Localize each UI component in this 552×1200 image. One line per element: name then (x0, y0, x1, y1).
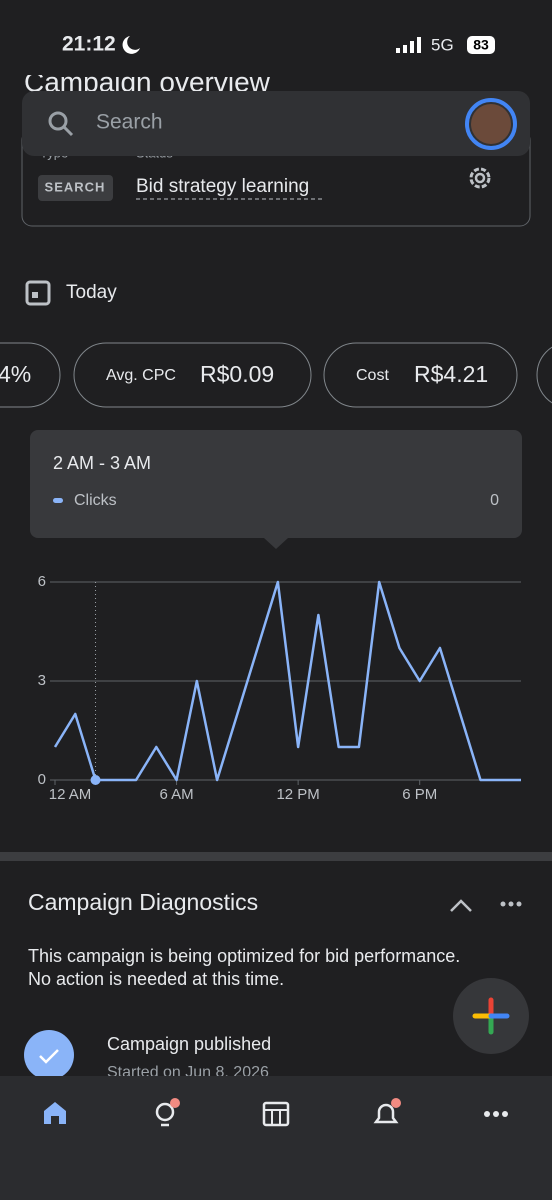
item-title: Campaign published (107, 1034, 271, 1054)
nav-home[interactable] (44, 1102, 66, 1124)
tooltip-title: 2 AM - 3 AM (53, 453, 151, 473)
diagnostics-title: Campaign Diagnostics (28, 889, 258, 915)
more-icon[interactable] (500, 901, 522, 907)
search-bar[interactable] (22, 91, 530, 156)
moon-icon (122, 36, 140, 54)
metric-chip[interactable] (73, 342, 312, 408)
calendar-icon[interactable] (25, 280, 51, 306)
battery (467, 36, 495, 54)
fab-plus (472, 997, 510, 1035)
nav-campaigns[interactable] (262, 1101, 290, 1127)
nav-alerts[interactable] (373, 1103, 399, 1124)
divider (0, 852, 552, 861)
diagnostics-message: No action is needed at this time. (28, 969, 284, 989)
nav-campaigns (264, 1109, 288, 1125)
legend-swatch (53, 498, 63, 503)
metric-chip[interactable] (323, 342, 518, 408)
metric-chip[interactable] (0, 342, 61, 408)
check-icon (39, 1049, 59, 1064)
type-chip (38, 175, 113, 201)
avatar[interactable] (465, 98, 517, 150)
tooltip-value: 0 (490, 492, 499, 509)
metric-value: 4% (0, 361, 31, 387)
metric-label: Avg. CPC (106, 367, 176, 384)
y-tick-label: 6 (38, 573, 46, 590)
y-tick-label: 0 (38, 771, 46, 788)
metric-value: R$0.09 (200, 361, 274, 387)
nav-more[interactable] (484, 1111, 508, 1117)
x-tick-label: 12 PM (276, 786, 319, 803)
selected-point (90, 775, 101, 785)
collapse-icon[interactable] (450, 899, 472, 912)
y-tick-label: 3 (38, 672, 46, 689)
calendar-icon (32, 292, 38, 298)
search-icon (62, 125, 74, 137)
x-tick-label: 6 AM (159, 786, 193, 803)
nav-insights[interactable] (155, 1102, 175, 1122)
metric-value: R$4.21 (414, 361, 488, 387)
check-icon (24, 1030, 74, 1080)
tooltip-pointer (264, 538, 288, 549)
date-range[interactable]: Today (66, 282, 117, 303)
network: 5G (431, 35, 454, 54)
diagnostics-message: This campaign is being optimized for bid… (28, 946, 460, 966)
search-icon (48, 111, 68, 131)
metric-chip[interactable] (536, 343, 552, 407)
tooltip (30, 430, 522, 538)
legend-label: Clicks (74, 492, 117, 509)
avatar-photo (471, 104, 511, 144)
clock: 21:12 (62, 33, 116, 56)
bottom-nav (0, 1076, 552, 1200)
nav-badge (391, 1098, 401, 1108)
type-value: SEARCH (45, 179, 106, 194)
signal-icon (396, 37, 421, 53)
nav-badge (170, 1098, 180, 1108)
settings-icon (474, 172, 486, 184)
x-tick-label: 12 AM (49, 786, 92, 803)
settings-icon[interactable] (469, 167, 491, 189)
line (53, 580, 521, 782)
metric-label: Cost (356, 367, 389, 384)
chart: 0 3 6 12 AM 6 AM 12 PM 6 PM (38, 573, 521, 803)
search-placeholder: Search (96, 111, 163, 134)
status-value[interactable]: Bid strategy learning (136, 176, 309, 197)
x-tick-label: 6 PM (402, 786, 437, 803)
battery-level: 83 (473, 37, 489, 53)
